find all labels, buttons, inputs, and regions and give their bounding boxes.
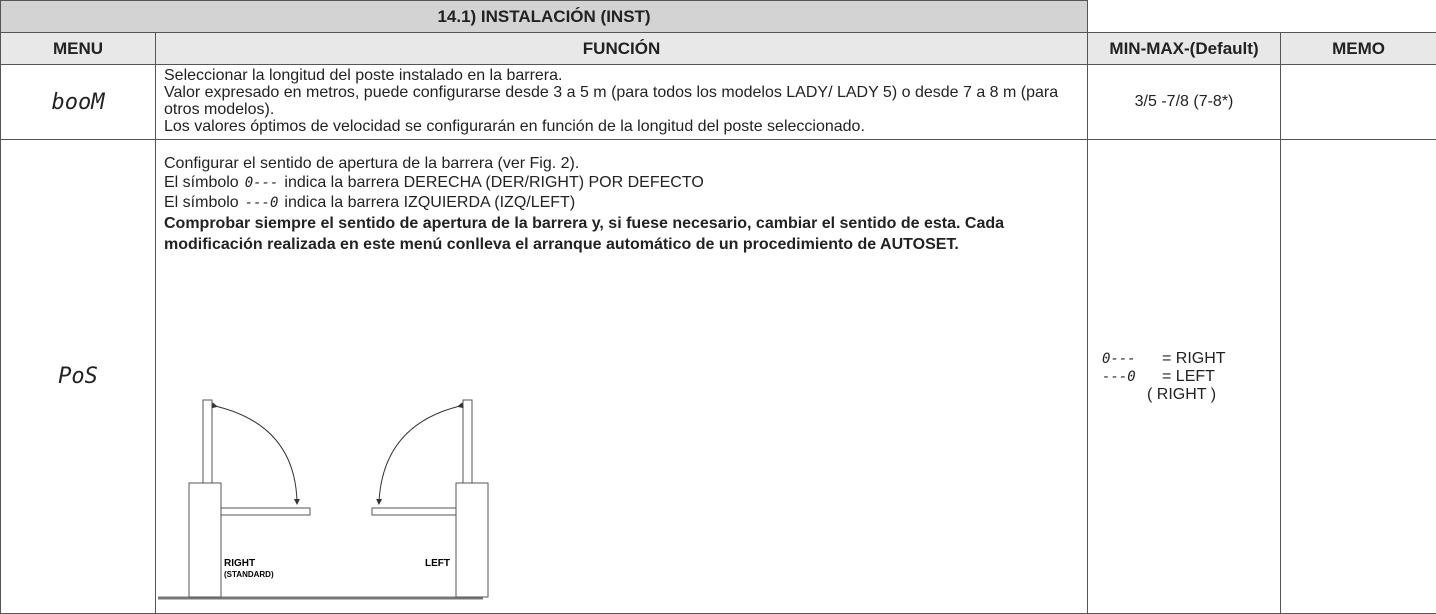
- text: indica la barrera IZQUIERDA (IZQ/LEFT): [284, 194, 575, 211]
- cabinet: [189, 483, 221, 597]
- figure-label: RIGHT: [224, 558, 255, 569]
- blank: [1088, 1, 1281, 33]
- arc-arrow: [379, 406, 460, 502]
- pole: [463, 400, 472, 484]
- function-line: Seleccionar la longitud del poste instal…: [164, 67, 1079, 84]
- header-row: MENU FUNCIÓN MIN-MAX-(Default) MEMO: [1, 33, 1436, 65]
- barrier-figure: RIGHT (STANDARD) LEFT: [155, 380, 495, 608]
- symbol: ---0: [1102, 369, 1162, 385]
- min-max: 0---= RIGHT ---0= LEFT ( RIGHT ): [1088, 140, 1281, 614]
- column-header: MEMO: [1281, 33, 1436, 65]
- function-cell: Seleccionar la longitud del poste instal…: [156, 65, 1088, 140]
- column-header: MIN-MAX-(Default): [1088, 33, 1281, 65]
- symbol: ---0: [245, 195, 279, 211]
- symbol: 0---: [1102, 351, 1162, 367]
- column-header: FUNCIÓN: [156, 33, 1088, 65]
- function-line: Los valores óptimos de velocidad se conf…: [164, 118, 1079, 135]
- function-line: El símbolo ---0 indica la barrera IZQUIERD…: [164, 193, 1079, 213]
- pole: [203, 400, 212, 484]
- text: El símbolo: [164, 194, 239, 211]
- table-title: 14.1) INSTALACIÓN (INST): [1, 1, 1088, 33]
- function-line: El símbolo 0--- indica la barrera DERECHA …: [164, 173, 1079, 193]
- row: booM Seleccionar la longitud del poste i…: [1, 65, 1436, 140]
- text: indica la barrera DERECHA (DER/RIGHT) PO…: [284, 174, 703, 191]
- menu-code: booM: [1, 65, 156, 140]
- figure-label: (STANDARD): [224, 570, 274, 579]
- arm: [372, 508, 456, 515]
- function-line: Configurar el sentido de apertura de la …: [164, 154, 1079, 173]
- blank: [1281, 1, 1436, 33]
- default-value: ( RIGHT ): [1102, 386, 1280, 404]
- function-line: Valor expresado en metros, puede configu…: [164, 84, 1079, 118]
- memo: [1281, 65, 1436, 140]
- option-label: = RIGHT: [1162, 350, 1226, 367]
- symbol: 0---: [245, 175, 279, 191]
- menu-code: PoS: [1, 140, 156, 614]
- min-max: 3/5 -7/8 (7-8*): [1088, 65, 1281, 140]
- memo: [1281, 140, 1436, 614]
- title-row: 14.1) INSTALACIÓN (INST): [1, 1, 1436, 33]
- arc-arrow: [215, 406, 297, 502]
- text: El símbolo: [164, 174, 239, 191]
- option-line: ---0= LEFT: [1102, 368, 1280, 386]
- warning-note: Comprobar siempre el sentido de apertura…: [164, 213, 1094, 255]
- figure-label: LEFT: [425, 558, 450, 569]
- option-label: = LEFT: [1162, 368, 1215, 385]
- option-line: 0---= RIGHT: [1102, 350, 1280, 368]
- arm: [221, 508, 310, 515]
- column-header: MENU: [1, 33, 156, 65]
- cabinet: [456, 483, 488, 597]
